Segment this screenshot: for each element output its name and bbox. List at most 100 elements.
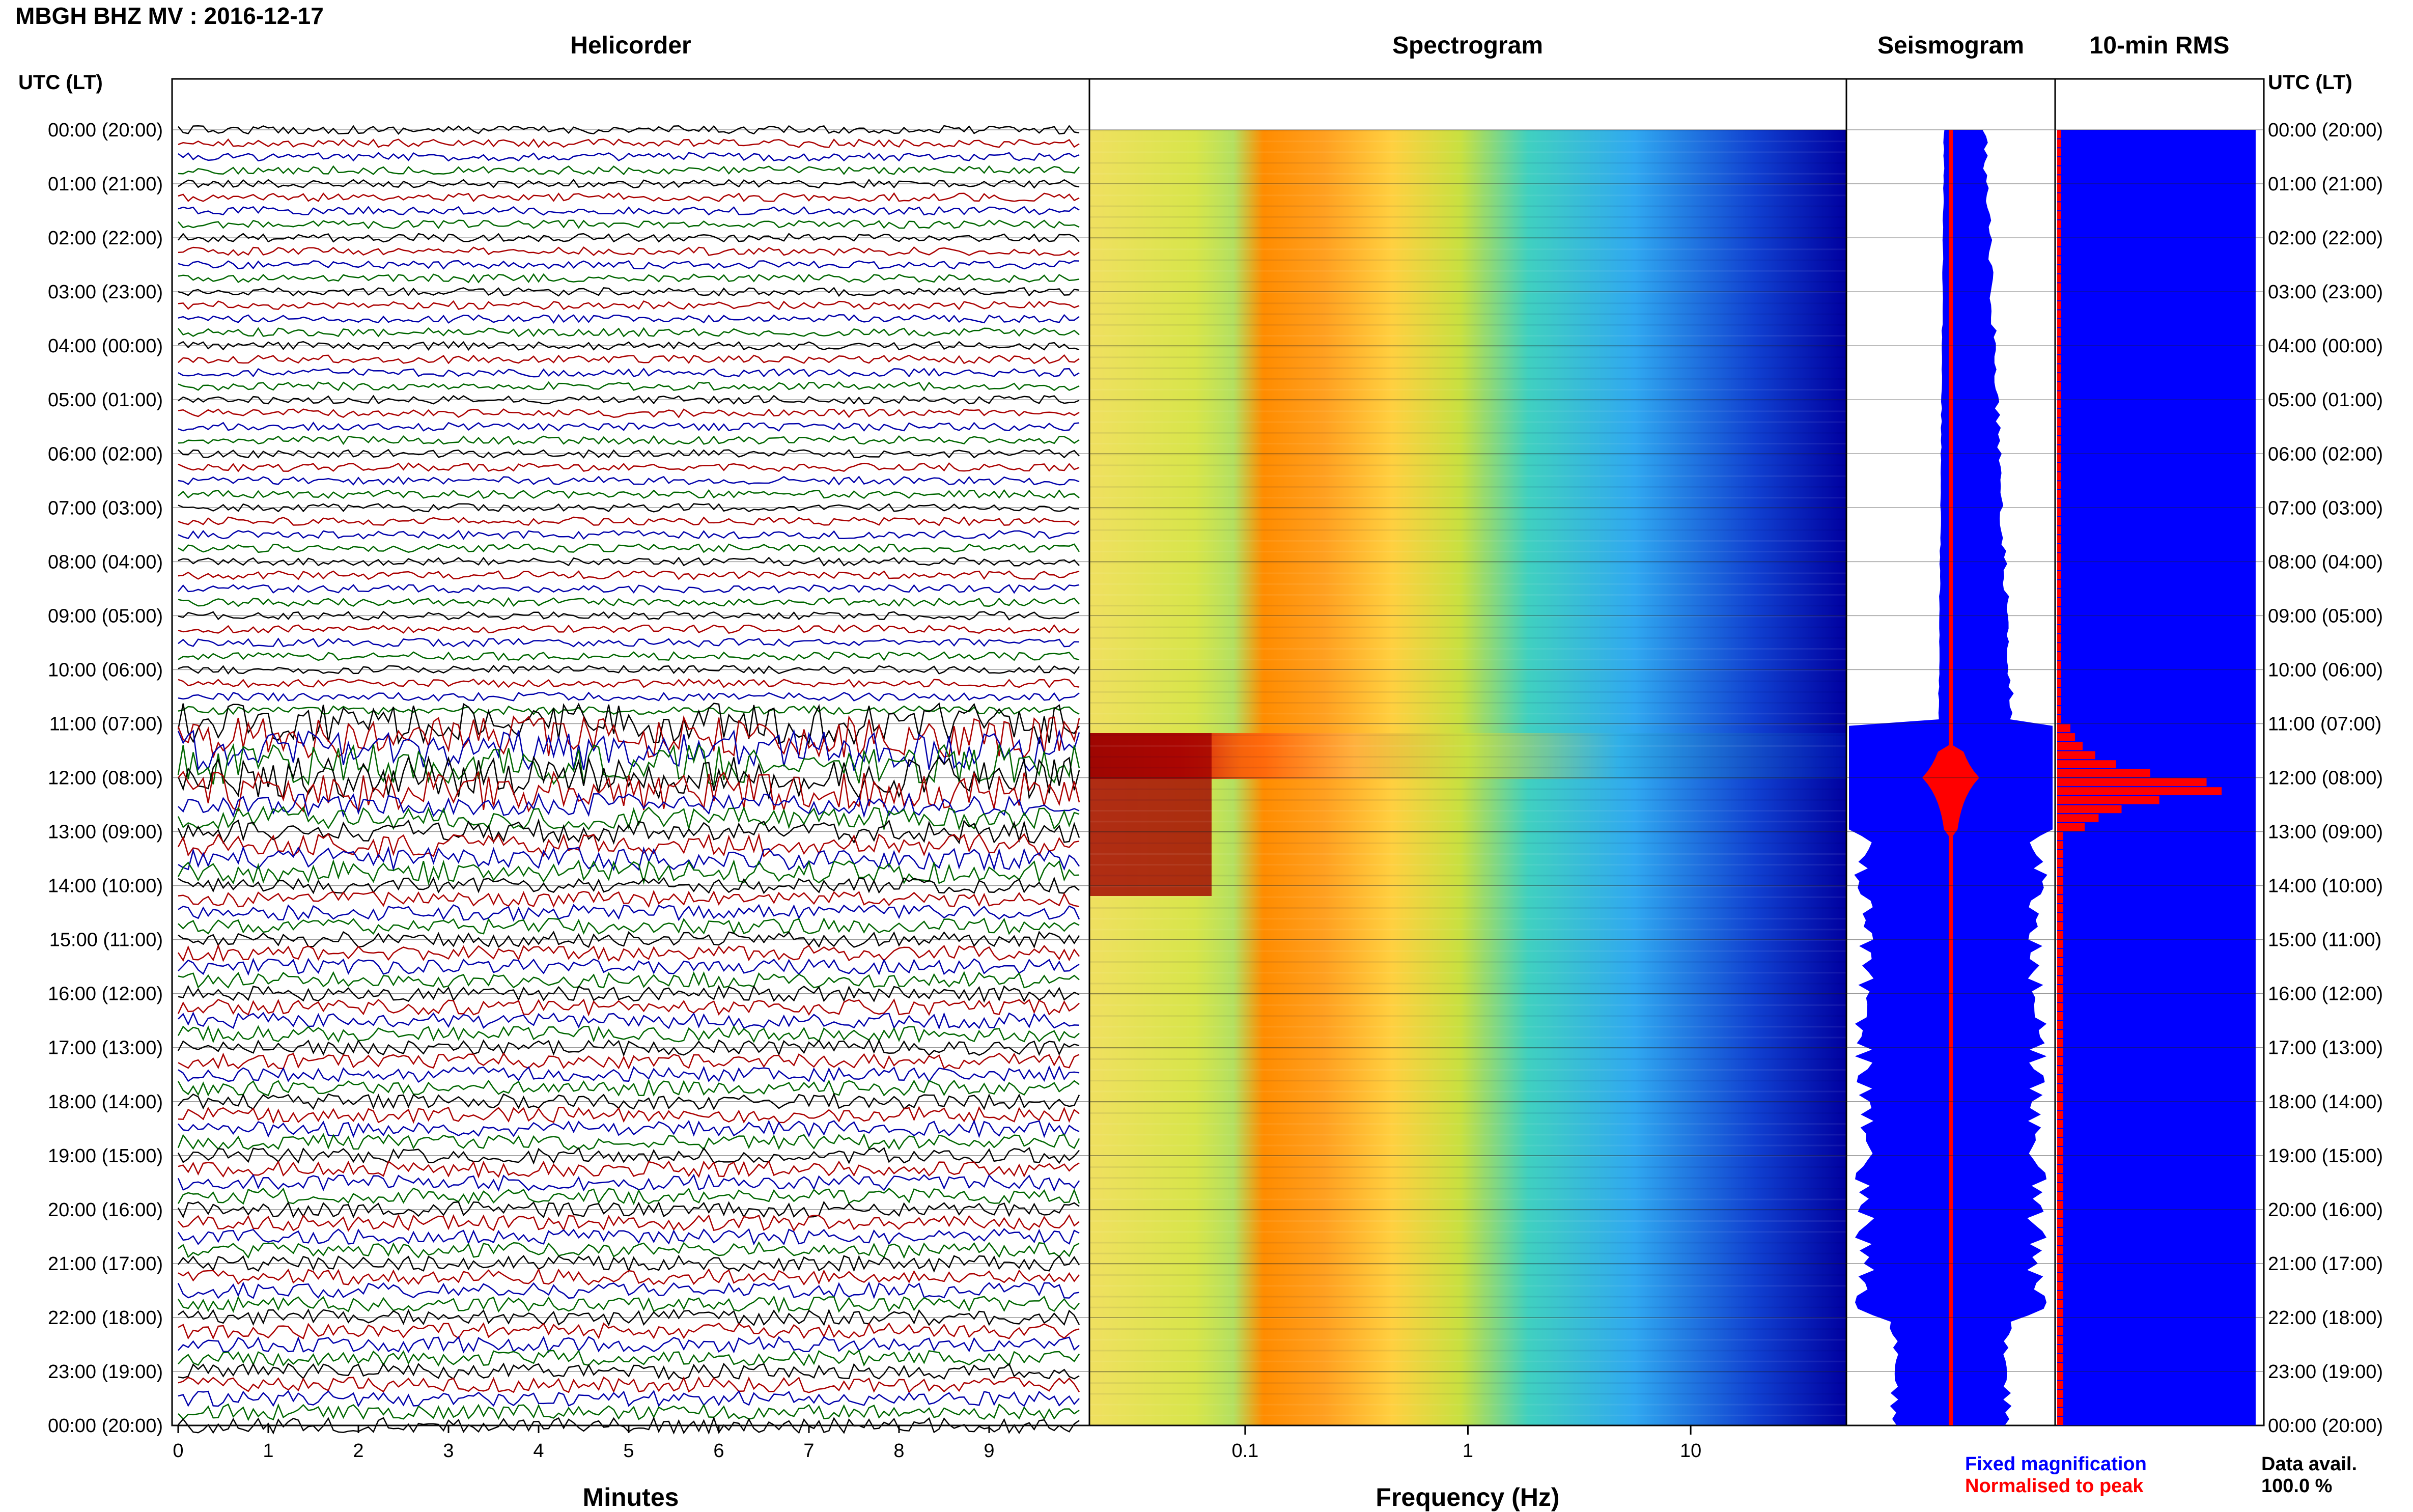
spectrogram-row xyxy=(1089,993,1846,995)
spectrogram-row xyxy=(1089,205,1846,207)
spectrogram-row xyxy=(1089,583,1846,585)
spectrogram-row xyxy=(1089,551,1846,553)
rms-bar xyxy=(2057,850,2063,858)
rms-bar xyxy=(2057,1309,2063,1317)
rms-bar xyxy=(2057,265,2061,273)
spectrogram-row xyxy=(1089,302,1846,304)
rms-bar xyxy=(2057,1237,2063,1245)
rms-bar xyxy=(2057,670,2061,679)
spectrogram-row xyxy=(1089,1123,1846,1125)
rms-bar xyxy=(2057,625,2061,633)
rms-bar xyxy=(2057,760,2116,768)
spectrogram-row xyxy=(1089,281,1846,283)
helicorder-trace xyxy=(178,1403,1080,1421)
rms-bar xyxy=(2057,787,2222,795)
spectrogram-row xyxy=(1089,1134,1846,1136)
rms-bar xyxy=(2057,472,2061,481)
rms-bar xyxy=(2057,373,2061,381)
rms-bar xyxy=(2057,742,2083,750)
helicorder-trace xyxy=(178,260,1080,270)
rms-bar xyxy=(2057,1003,2063,1011)
helicorder-trace xyxy=(178,691,1080,702)
rms-bar xyxy=(2057,724,2070,733)
spectrogram-row xyxy=(1089,1080,1846,1082)
rms-bar xyxy=(2057,346,2061,354)
rms-bar xyxy=(2057,553,2061,562)
spectrogram-row xyxy=(1089,1339,1846,1341)
rms-bar xyxy=(2057,1192,2063,1200)
spectrogram-row xyxy=(1089,1285,1846,1287)
rms-bar xyxy=(2057,400,2061,408)
helicorder-trace xyxy=(178,395,1080,405)
rms-bar xyxy=(2057,1066,2063,1074)
spectrogram-row xyxy=(1089,1177,1846,1179)
rms-bar xyxy=(2057,1210,2063,1218)
helicorder-trace xyxy=(178,138,1080,148)
rms-bar xyxy=(2057,301,2061,310)
spectrogram-row xyxy=(1089,1404,1846,1406)
rms-bar xyxy=(2057,1084,2063,1093)
helicorder-x-tick-label: 8 xyxy=(893,1440,904,1462)
rms-bar xyxy=(2057,229,2061,238)
helicorder-x-tick-label: 4 xyxy=(533,1440,544,1462)
rms-bar xyxy=(2057,409,2061,417)
helicorder-trace xyxy=(178,651,1080,661)
spectrogram-row xyxy=(1089,1306,1846,1308)
spectrogram-row xyxy=(1089,1069,1846,1071)
rms-bar xyxy=(2057,220,2061,229)
helicorder-trace xyxy=(178,570,1080,580)
time-tick-right: 11:00 (07:00) xyxy=(2268,713,2381,735)
time-tick-left: 20:00 (16:00) xyxy=(48,1199,163,1221)
spectrogram-row xyxy=(1089,238,1846,240)
rms-bar xyxy=(2057,1381,2063,1389)
rms-bar xyxy=(2057,1255,2063,1263)
rms-bar xyxy=(2057,1102,2063,1110)
helicorder-trace xyxy=(178,1335,1080,1354)
spectrogram-row xyxy=(1089,1058,1846,1060)
rms-bar xyxy=(2057,598,2061,606)
helicorder-trace xyxy=(178,1268,1080,1286)
time-axis-label-left: UTC (LT) xyxy=(18,71,103,94)
helicorder-trace xyxy=(177,832,1080,858)
spectrogram-row xyxy=(1089,713,1846,715)
helicorder-trace xyxy=(177,1146,1080,1165)
spectrogram-row xyxy=(1089,626,1846,628)
spectrogram-row xyxy=(1089,194,1846,197)
seismogram-title: Seismogram xyxy=(1877,32,2025,59)
rms-bar xyxy=(2057,202,2061,211)
helicorder-x-tick-label: 7 xyxy=(803,1440,814,1462)
rms-bar xyxy=(2057,1111,2063,1119)
rms-bar xyxy=(2057,283,2061,292)
spectrogram-row xyxy=(1089,799,1846,801)
spectrogram-row xyxy=(1089,292,1846,294)
spectrogram-row xyxy=(1089,227,1846,229)
rms-bar xyxy=(2057,1408,2063,1416)
helicorder-trace xyxy=(178,770,1080,813)
rms-bar xyxy=(2057,886,2063,894)
hour-gridlines xyxy=(172,129,2264,1426)
helicorder-trace xyxy=(178,206,1080,216)
rms-bar xyxy=(2057,427,2061,435)
time-tick-left: 15:00 (11:00) xyxy=(49,930,163,951)
spectrogram-row xyxy=(1089,1155,1846,1157)
spectrogram-row xyxy=(1089,1296,1846,1298)
legend-fixed-magnification: Fixed magnification xyxy=(1965,1453,2147,1475)
helicorder-trace xyxy=(178,125,1080,135)
rms-bar xyxy=(2057,1219,2063,1227)
helicorder-trace xyxy=(178,300,1080,311)
data-avail-label: Data avail. xyxy=(2261,1453,2357,1475)
rms-bar xyxy=(2057,949,2063,957)
rms-bar xyxy=(2057,1372,2063,1380)
time-tick-right: 04:00 (00:00) xyxy=(2268,335,2383,357)
spectrogram-row xyxy=(1089,702,1846,704)
time-tick-left: 13:00 (09:00) xyxy=(48,822,163,843)
rms-panel xyxy=(2054,78,2265,1426)
helicorder-trace xyxy=(177,1078,1080,1097)
time-tick-right: 07:00 (03:00) xyxy=(2268,497,2383,519)
rms-bar xyxy=(2057,1336,2063,1344)
spectrogram-row xyxy=(1089,831,1846,833)
rms-fixed-bar xyxy=(2057,130,2256,1425)
rms-bar xyxy=(2057,589,2061,598)
rms-bar xyxy=(2057,1039,2063,1047)
